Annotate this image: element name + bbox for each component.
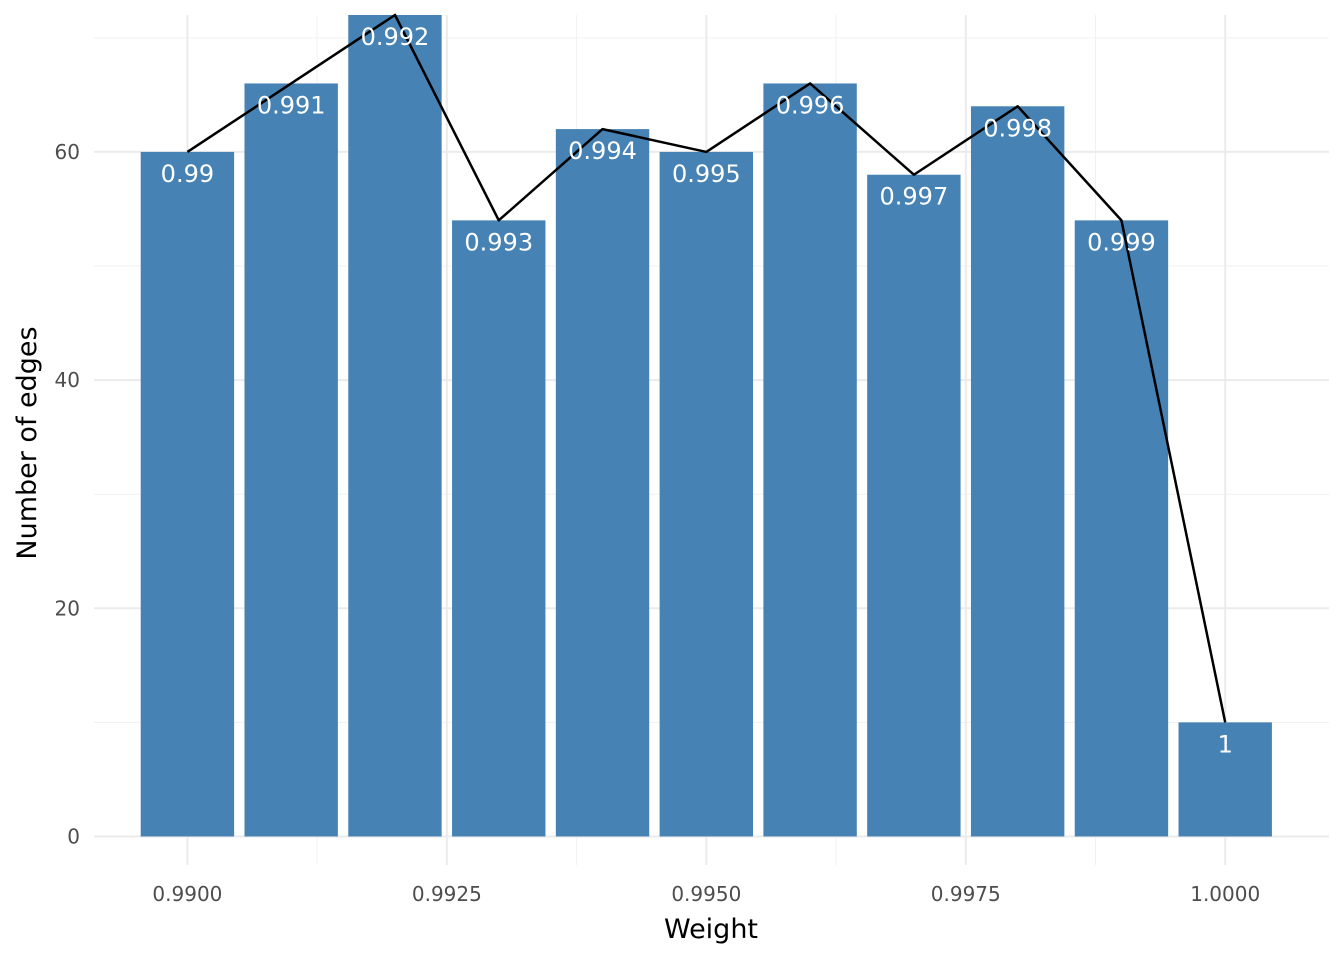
bar-label: 0.998: [983, 114, 1052, 142]
bar-0-998: [970, 106, 1065, 837]
y-tick-label: 60: [55, 140, 80, 164]
bar-0-99: [140, 151, 235, 837]
bars: [140, 15, 1272, 837]
bar-label: 0.996: [776, 91, 845, 119]
y-tick-label: 40: [55, 368, 80, 392]
bar-0-995: [659, 151, 754, 837]
x-tick-label: 0.9950: [671, 882, 741, 906]
trend-line-layer: [186, 13, 1227, 723]
trend-line: [186, 13, 1227, 723]
bar-label: 0.994: [568, 137, 637, 165]
x-tick-label: 1.0000: [1190, 882, 1260, 906]
bar-label: 0.992: [361, 23, 430, 51]
bar-label: 0.997: [880, 183, 949, 211]
bar-0-994: [555, 129, 650, 837]
bar-label: 0.993: [464, 228, 533, 256]
axis-ticks: 0 20 40 60 0.9900 0.9925 0.9950 0.9975 1.0000: [55, 140, 1261, 906]
bar-labels: 0.99 0.991 0.992 0.993 0.994 0.995 0.996 0.997 0…: [161, 23, 1233, 758]
x-tick-label: 0.9900: [152, 882, 222, 906]
x-axis-title: Weight: [664, 914, 758, 945]
bar-label: 1: [1218, 730, 1233, 758]
x-tick-label: 0.9925: [412, 882, 482, 906]
bar-1: [1178, 722, 1272, 837]
x-tick-label: 0.9975: [931, 882, 1001, 906]
bar-label: 0.991: [257, 91, 326, 119]
y-tick-label: 20: [55, 596, 80, 620]
bar-label: 0.999: [1087, 228, 1156, 256]
bar-label: 0.99: [161, 160, 214, 188]
bar-0-991: [244, 83, 338, 837]
bar-0-999: [1074, 220, 1169, 837]
bar-0-996: [763, 83, 857, 837]
bar-label: 0.995: [672, 160, 741, 188]
bar-0-997: [867, 174, 961, 837]
y-tick-label: 0: [67, 824, 80, 848]
bar-0-993: [452, 220, 546, 837]
bar-0-992: [348, 15, 442, 837]
y-axis-title: Number of edges: [12, 326, 43, 559]
